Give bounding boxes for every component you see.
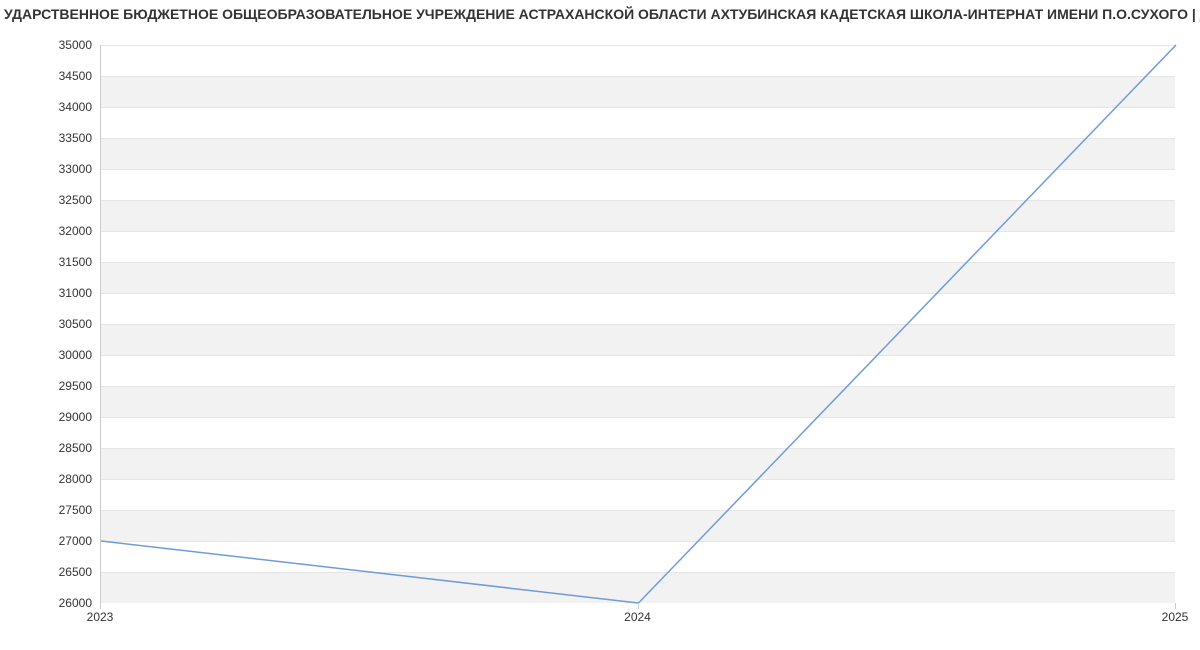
line-chart: УДАРСТВЕННОЕ БЮДЖЕТНОЕ ОБЩЕОБРАЗОВАТЕЛЬН…	[0, 0, 1200, 650]
plot-area	[100, 45, 1175, 603]
chart-title: УДАРСТВЕННОЕ БЮДЖЕТНОЕ ОБЩЕОБРАЗОВАТЕЛЬН…	[0, 6, 1200, 22]
y-tick-label: 26000	[32, 596, 92, 610]
y-tick-label: 33500	[32, 131, 92, 145]
y-tick-label: 27000	[32, 534, 92, 548]
y-tick-label: 30000	[32, 348, 92, 362]
y-tick-label: 27500	[32, 503, 92, 517]
y-tick-label: 35000	[32, 38, 92, 52]
x-tick	[638, 603, 639, 609]
x-tick-label: 2024	[624, 610, 651, 624]
y-tick-label: 34500	[32, 69, 92, 83]
series-line	[101, 45, 1176, 603]
y-tick-label: 30500	[32, 317, 92, 331]
chart-line-svg	[101, 45, 1175, 602]
y-tick-label: 29000	[32, 410, 92, 424]
x-tick-label: 2025	[1162, 610, 1189, 624]
y-tick-label: 29500	[32, 379, 92, 393]
y-tick-label: 28500	[32, 441, 92, 455]
y-tick-label: 26500	[32, 565, 92, 579]
y-tick-label: 32000	[32, 224, 92, 238]
y-tick-label: 28000	[32, 472, 92, 486]
y-tick-label: 32500	[32, 193, 92, 207]
y-tick-label: 33000	[32, 162, 92, 176]
y-tick-label: 31000	[32, 286, 92, 300]
x-tick	[1175, 603, 1176, 609]
y-tick-label: 34000	[32, 100, 92, 114]
y-tick-label: 31500	[32, 255, 92, 269]
x-tick-label: 2023	[87, 610, 114, 624]
x-tick	[100, 603, 101, 609]
